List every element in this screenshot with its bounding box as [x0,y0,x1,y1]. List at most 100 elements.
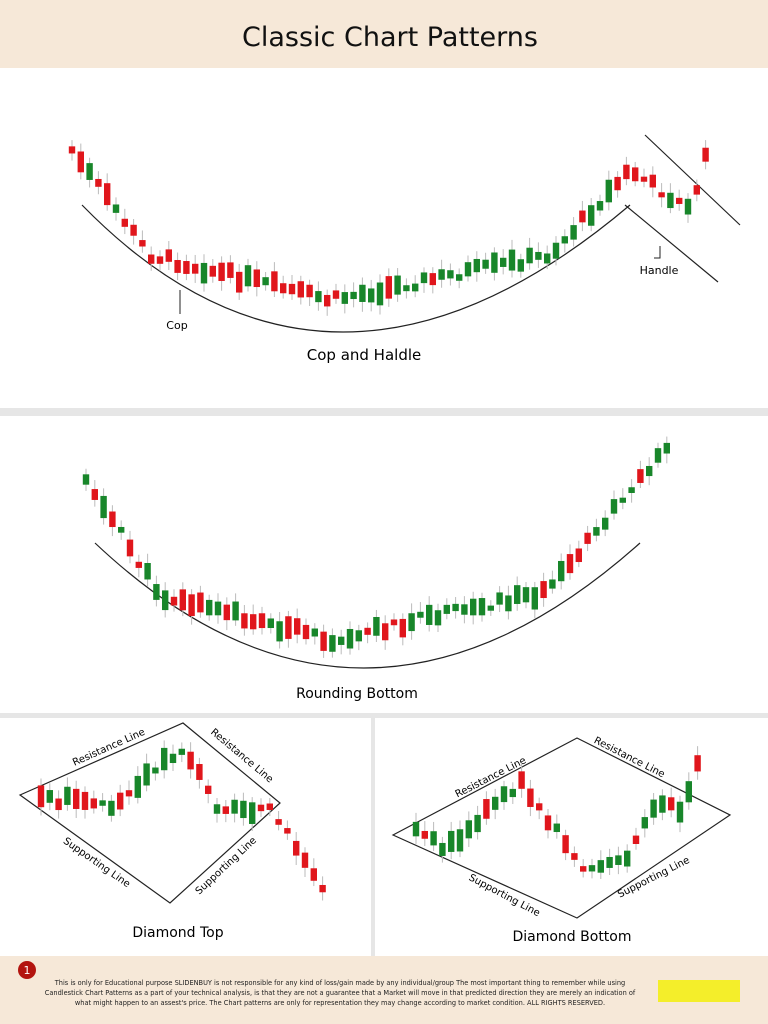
candle [73,788,80,809]
candle [240,800,247,819]
label: Supporting Line [194,835,259,897]
candle [109,511,116,528]
candle [169,753,177,764]
candle [81,791,89,810]
candle [408,613,415,632]
candle [258,613,266,629]
candle [465,820,472,839]
candle [250,614,257,630]
candle [429,273,436,286]
candle [500,786,508,803]
badge [18,961,36,979]
candle [153,584,160,600]
candle [162,590,169,611]
candle [90,798,97,809]
separator [0,408,768,416]
candle [37,785,45,808]
candle [526,247,533,264]
candle [518,771,525,789]
candle [209,265,216,277]
candle [382,623,389,641]
candle [135,561,142,568]
candle [514,585,521,604]
candle [46,790,53,803]
diamond [18,722,281,904]
candle [412,821,420,837]
candle [500,257,507,267]
candle [178,748,185,755]
candle [134,775,141,798]
candle [535,251,542,260]
candle [619,497,626,503]
candle [553,823,560,833]
candle [117,792,124,810]
candle [359,284,366,302]
candle [332,290,340,299]
candle [55,798,62,811]
candle [473,258,480,273]
candle [170,596,178,606]
candle [509,788,516,798]
candle [438,269,445,280]
candle [426,604,433,625]
bottom-curve [94,542,641,669]
candle [355,630,362,642]
candle [646,465,653,477]
candle [549,579,556,589]
candle [570,225,577,240]
candle [253,269,260,288]
candle [606,856,613,868]
candle [179,589,186,611]
candle [605,179,612,203]
candle [82,474,90,485]
logo-box [658,980,740,1002]
candle [597,860,604,873]
candle [126,539,134,557]
candle [306,284,313,298]
label: Resistance Line [454,755,528,800]
candle [447,270,454,279]
candle [474,814,481,833]
separator [0,713,768,718]
candle [315,291,322,303]
candle [649,174,656,188]
candle [420,272,428,284]
candle [244,265,252,287]
candle [165,249,172,262]
candle [301,852,309,868]
candle [580,866,587,872]
candle [112,204,120,213]
candle [285,616,292,639]
candle [517,259,524,272]
candle [200,262,208,284]
candle [412,283,419,292]
candle [579,210,586,223]
candle [118,526,125,533]
candle [77,151,84,173]
candle [659,795,666,813]
candle [562,835,569,854]
handle-line [624,204,719,283]
label: Supporting Line [467,872,542,919]
candle [364,627,371,635]
candle [214,601,222,616]
candle [628,487,635,493]
candle [152,767,159,774]
candle [632,167,639,182]
candle [280,283,287,294]
candle [668,797,675,811]
candle [470,598,477,616]
label: Resistance Line [592,735,666,780]
candle [552,242,560,259]
candle [376,282,384,306]
candle [558,560,565,582]
candle [684,198,692,215]
candle [505,595,512,612]
candle [456,829,464,852]
badge-text: 1 [24,964,31,977]
candle [439,842,446,856]
label: Resistance Line [71,727,147,769]
candle [275,819,282,825]
candle [99,800,106,806]
